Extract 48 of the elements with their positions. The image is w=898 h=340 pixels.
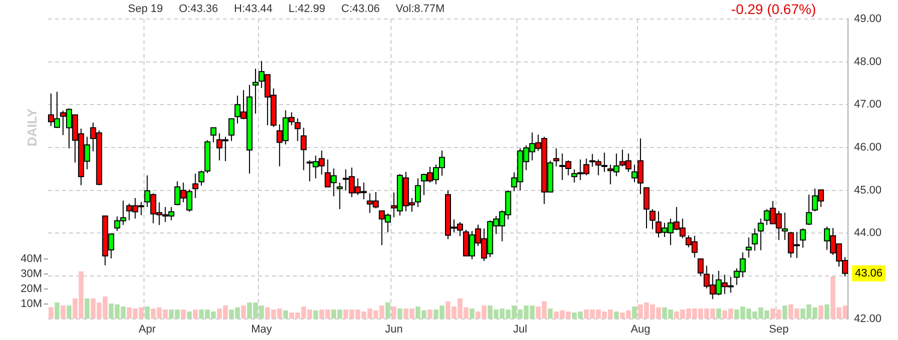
bar (548, 308, 553, 319)
bar (782, 305, 788, 319)
y-tick-label: 49.00 (854, 13, 882, 26)
y-tick-label: 47.00 (854, 98, 882, 111)
text: L:42.99 (288, 3, 326, 15)
bar (192, 310, 198, 319)
bar (66, 305, 72, 319)
text: H:43.44 (234, 3, 273, 15)
bar (186, 311, 192, 319)
x-tick-label: Sep (769, 323, 789, 336)
x-tick-label: Aug (630, 323, 650, 336)
x-tick-label: Apr (138, 323, 156, 336)
x-tick-label: May (251, 323, 272, 336)
y2-tick-label: 10M (20, 298, 42, 310)
bar (54, 302, 60, 319)
y2-tick-label: 40M (20, 252, 42, 265)
bar (716, 308, 722, 319)
x-tick-label: Jul (513, 323, 528, 336)
y-tick-label: 46.00 (854, 142, 882, 154)
bar (385, 302, 390, 319)
y-tick-label: 42.00 (854, 312, 882, 325)
text: Vol:8.77M (396, 3, 445, 15)
text: O:43.36 (178, 3, 218, 15)
bar (470, 308, 474, 319)
bar (632, 306, 637, 319)
y2-tick-label: 20M (20, 282, 42, 295)
text: C:43.06 (341, 3, 380, 15)
bar (48, 307, 54, 319)
bar (824, 304, 830, 319)
text: Sep 19 (128, 3, 163, 15)
bar (391, 306, 396, 319)
bar (283, 310, 288, 319)
bar (241, 305, 246, 319)
x-tick-label: Jun (384, 323, 403, 336)
y-tick-label: 48.00 (854, 56, 882, 68)
text: 43.06 (855, 267, 883, 280)
bar (144, 306, 150, 319)
y2-tick-label: 30M (20, 268, 42, 280)
bar (818, 305, 824, 319)
bar (397, 308, 402, 319)
text: -0.29 (0.67%) (731, 1, 816, 17)
bar (180, 310, 186, 319)
bar (614, 311, 619, 319)
bar (60, 305, 66, 319)
bar (428, 310, 432, 319)
bar (84, 298, 90, 319)
y-tick-label: 45.00 (854, 184, 882, 196)
y-tick-label: 44.00 (854, 227, 882, 240)
